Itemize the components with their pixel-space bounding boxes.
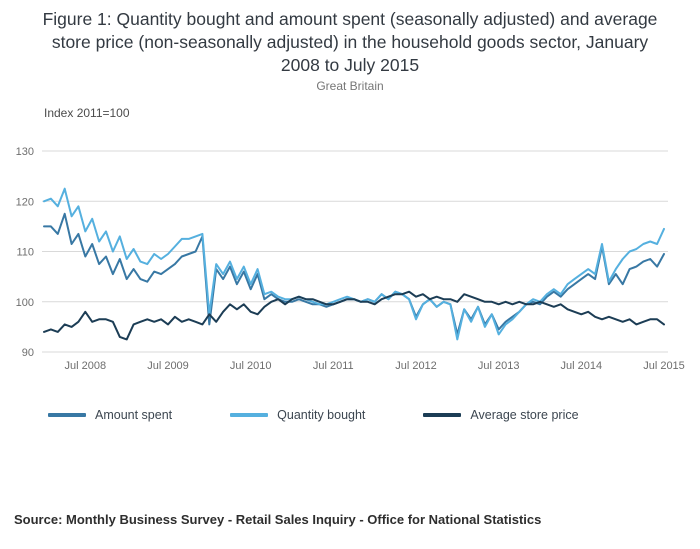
svg-text:130: 130	[16, 146, 34, 158]
chart-legend: Amount spent Quantity bought Average sto…	[48, 408, 579, 422]
svg-text:Jul 2012: Jul 2012	[395, 360, 437, 372]
average-store-price-line-swatch	[423, 413, 462, 417]
legend-item-average-store-price: Average store price	[423, 408, 579, 422]
legend-label-amount-spent: Amount spent	[95, 408, 173, 422]
chart-canvas: 90 100 110 120 130 Jul 2008 Jul 2009 Jul 2010 Ju…	[16, 146, 685, 372]
svg-text:100: 100	[16, 297, 34, 309]
source-attribution: Source: Monthly Business Survey - Retail…	[14, 512, 542, 527]
svg-text:Jul 2010: Jul 2010	[230, 360, 272, 372]
legend-label-quantity-bought: Quantity bought	[277, 408, 366, 422]
svg-text:110: 110	[16, 247, 34, 259]
svg-text:Jul 2014: Jul 2014	[561, 360, 603, 372]
y-axis-note: Index 2011=100	[44, 106, 130, 120]
svg-text:Jul 2009: Jul 2009	[147, 360, 189, 372]
legend-item-quantity-bought: Quantity bought	[230, 408, 365, 422]
svg-text:Jul 2011: Jul 2011	[313, 360, 354, 372]
chart-title: Figure 1: Quantity bought and amount spe…	[42, 9, 658, 75]
legend-item-amount-spent: Amount spent	[48, 408, 172, 422]
quantity-bought-line-swatch	[230, 413, 269, 417]
svg-text:90: 90	[22, 347, 34, 359]
svg-text:120: 120	[16, 196, 34, 208]
chart-subtitle: Great Britain	[316, 79, 384, 93]
svg-text:Jul 2013: Jul 2013	[478, 360, 520, 372]
svg-text:Jul 2015: Jul 2015	[643, 360, 685, 372]
legend-label-average-store-price: Average store price	[470, 408, 579, 422]
amount-spent-line-swatch	[48, 413, 86, 417]
svg-text:Jul 2008: Jul 2008	[65, 360, 107, 372]
